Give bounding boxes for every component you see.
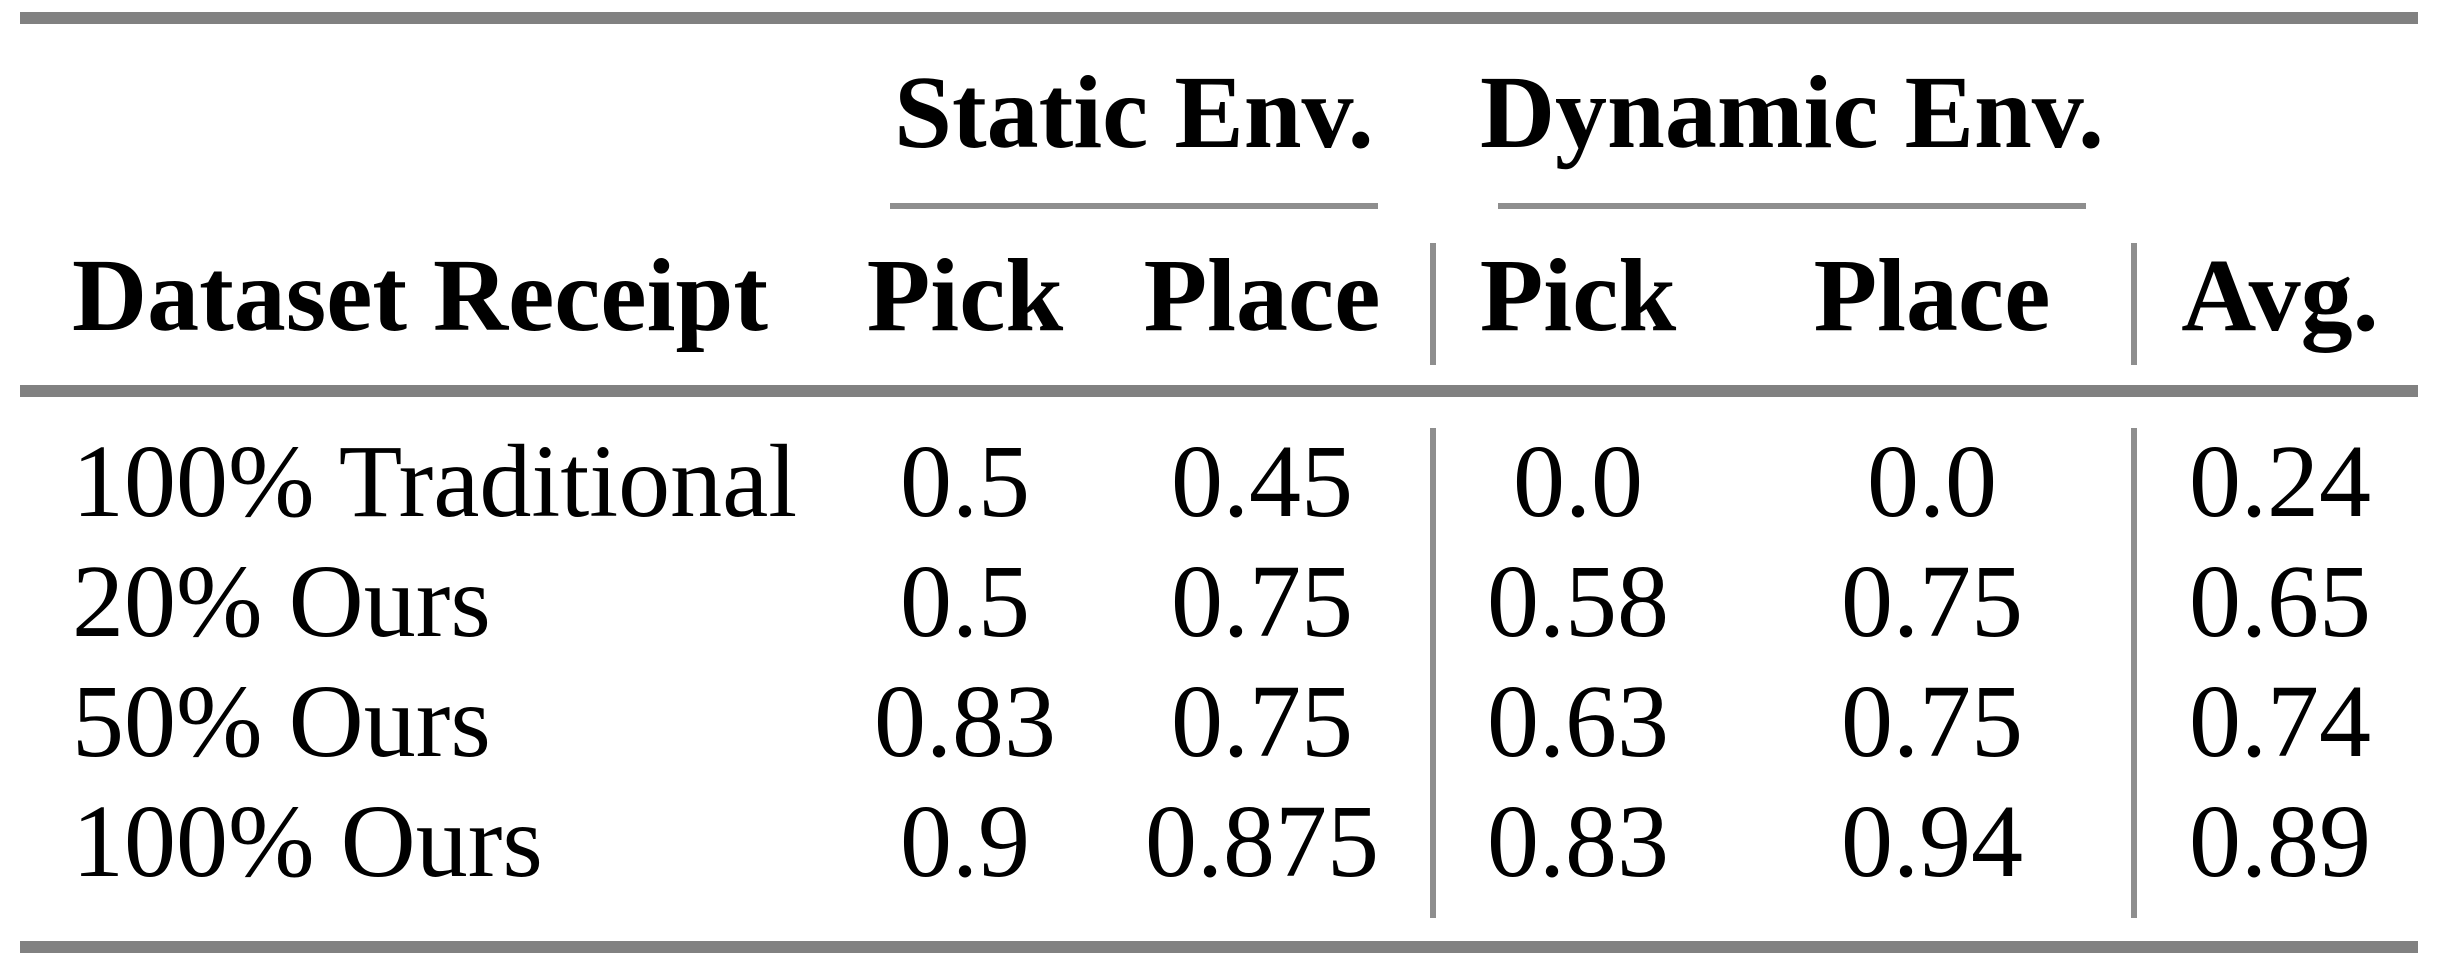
header-avg: Avg. [2181,238,2379,353]
cell-static-place: 0.45 [1171,424,1353,539]
header-static-pick: Pick [866,238,1064,353]
header-dynamic-place: Place [1813,238,2051,353]
row-label: 20% Ours [72,544,491,659]
cell-static-place: 0.875 [1145,784,1379,899]
header-dynamic-pick: Pick [1479,238,1677,353]
column-separator-2 [2131,428,2137,918]
cell-static-pick: 0.5 [900,424,1030,539]
header-row: Dataset Receipt Pick Place Pick Place Av… [0,231,2440,361]
table-row: 100% Ours 0.9 0.875 0.83 0.94 0.89 [0,777,2440,907]
column-separator-1 [1430,243,1436,365]
row-label: 100% Ours [72,784,543,899]
cell-dynamic-place: 0.75 [1841,664,2023,779]
cell-avg: 0.74 [2189,664,2371,779]
row-label: 50% Ours [72,664,491,779]
cell-avg: 0.65 [2189,544,2371,659]
table-mid-rule [20,385,2418,397]
cell-dynamic-pick: 0.83 [1487,784,1669,899]
cell-dynamic-place: 0.94 [1841,784,2023,899]
cell-avg: 0.89 [2189,784,2371,899]
group-header-static-env: Static Env. [894,55,1374,170]
static-env-cmidrule [890,203,1378,209]
cell-static-place: 0.75 [1171,664,1353,779]
cell-static-pick: 0.9 [900,784,1030,899]
table-row: 50% Ours 0.83 0.75 0.63 0.75 0.74 [0,657,2440,787]
header-dataset-receipt: Dataset Receipt [72,238,768,353]
cell-static-pick: 0.5 [900,544,1030,659]
cell-dynamic-pick: 0.0 [1513,424,1643,539]
cell-dynamic-pick: 0.63 [1487,664,1669,779]
row-label: 100% Traditional [72,424,798,539]
table-bottom-rule [20,941,2418,953]
column-separator-1 [1430,428,1436,918]
cell-dynamic-place: 0.75 [1841,544,2023,659]
table-top-rule [20,12,2418,24]
table-row: 20% Ours 0.5 0.75 0.58 0.75 0.65 [0,537,2440,667]
group-header-dynamic-env: Dynamic Env. [1479,55,2105,170]
table-row: 100% Traditional 0.5 0.45 0.0 0.0 0.24 [0,417,2440,547]
cell-static-pick: 0.83 [874,664,1056,779]
cell-avg: 0.24 [2189,424,2371,539]
cell-static-place: 0.75 [1171,544,1353,659]
column-separator-2 [2131,243,2137,365]
header-static-place: Place [1143,238,1381,353]
dynamic-env-cmidrule [1498,203,2086,209]
cell-dynamic-place: 0.0 [1867,424,1997,539]
cell-dynamic-pick: 0.58 [1487,544,1669,659]
